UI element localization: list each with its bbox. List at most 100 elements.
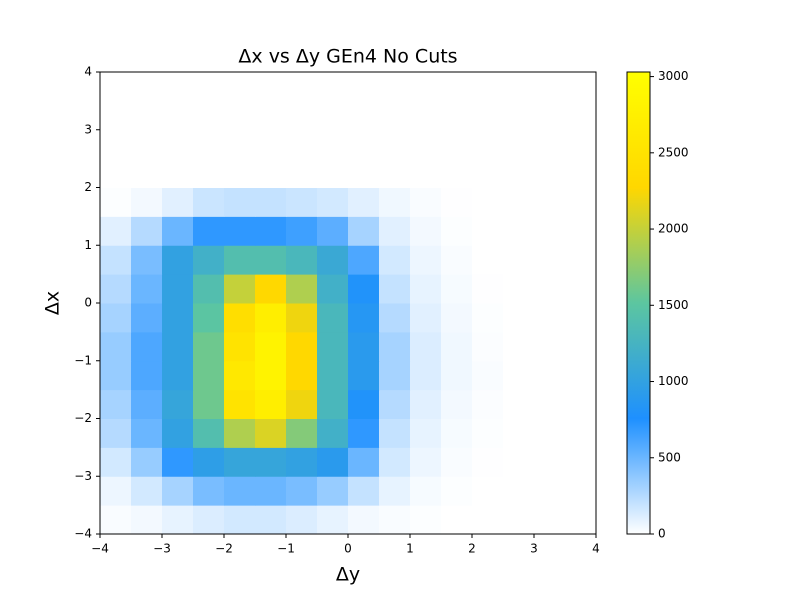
heat-cell (472, 100, 504, 131)
heat-cell (503, 505, 535, 535)
heat-cell (162, 505, 194, 535)
heat-cell (131, 245, 163, 275)
y-tick-label: 0 (84, 296, 92, 310)
heat-cell (317, 274, 349, 304)
heat-cell (193, 129, 225, 160)
heat-cell (441, 158, 473, 188)
heat-cell (162, 187, 194, 217)
heat-cell (565, 447, 597, 477)
heat-cell (379, 303, 411, 333)
chart-title: Δx vs Δy GEn4 No Cuts (238, 46, 457, 68)
heat-cell (565, 303, 597, 333)
heat-cell (379, 245, 411, 275)
heat-cell (472, 72, 504, 102)
heat-cell (379, 129, 411, 160)
heat-cell (255, 274, 287, 304)
heat-cell (255, 72, 287, 102)
heat-cell (503, 476, 535, 506)
heat-cell (410, 303, 442, 333)
heat-cell (286, 389, 318, 419)
heat-cell (379, 418, 411, 448)
colorbar-tick-label: 2000 (658, 222, 689, 236)
heat-cell (534, 187, 566, 217)
heat-cell (503, 447, 535, 477)
heat-cell (441, 274, 473, 304)
heat-cell (131, 274, 163, 304)
x-tick-label: 4 (592, 542, 600, 556)
heat-cell (534, 216, 566, 246)
heat-cell (565, 216, 597, 246)
heat-cell (410, 216, 442, 246)
heat-cell (348, 331, 380, 362)
heat-cell (472, 129, 504, 160)
heat-cell (100, 245, 132, 275)
heat-cell (131, 476, 163, 506)
heat-cell (100, 476, 132, 506)
heat-cell (317, 505, 349, 535)
heat-cell (379, 100, 411, 131)
heat-cell (286, 418, 318, 448)
y-tick-label: −4 (74, 527, 92, 541)
heat-cell (224, 303, 256, 333)
heat-cell (193, 100, 225, 131)
colorbar-tick-label: 0 (658, 527, 666, 541)
heat-cell (286, 447, 318, 477)
heat-cell (162, 216, 194, 246)
x-tick-label: 2 (468, 542, 476, 556)
heat-cell (410, 505, 442, 535)
heat-cell (441, 505, 473, 535)
heat-cell (441, 389, 473, 419)
heat-cell (441, 72, 473, 102)
heat-cell (193, 447, 225, 477)
heat-cell (410, 476, 442, 506)
heat-cell (410, 418, 442, 448)
heat-cell (131, 303, 163, 333)
heat-cell (379, 72, 411, 102)
y-tick-label: 3 (84, 122, 92, 136)
heat-cell (348, 389, 380, 419)
heat-cell (193, 187, 225, 217)
heat-cell (441, 303, 473, 333)
heat-cell (255, 505, 287, 535)
heat-cell (131, 187, 163, 217)
heat-cell (131, 158, 163, 188)
heat-cell (379, 389, 411, 419)
y-tick-label: 4 (84, 65, 92, 79)
y-axis-label: Δx (42, 291, 64, 315)
colorbar-tick-label: 1000 (658, 374, 689, 388)
colorbar (626, 71, 651, 535)
heat-cell (348, 100, 380, 131)
heat-cell (162, 158, 194, 188)
heat-cell (286, 129, 318, 160)
heat-cell (534, 274, 566, 304)
heat-cell (193, 216, 225, 246)
heat-cell (131, 100, 163, 131)
heat-cell (131, 72, 163, 102)
heat-cell (224, 360, 256, 391)
heat-cell (379, 447, 411, 477)
heat-cell (224, 187, 256, 217)
heat-cell (100, 360, 132, 391)
heat-cell (317, 216, 349, 246)
heat-cell (503, 216, 535, 246)
heat-cell (255, 476, 287, 506)
heat-cell (503, 72, 535, 102)
heat-cell (348, 274, 380, 304)
y-tick-label: 1 (84, 238, 92, 252)
heat-cell (565, 245, 597, 275)
heat-cell (193, 72, 225, 102)
heat-cell (534, 360, 566, 391)
x-tick-label: −4 (91, 542, 109, 556)
heat-cell (255, 331, 287, 362)
heat-cell (441, 447, 473, 477)
heat-cell (441, 476, 473, 506)
heat-cell (255, 158, 287, 188)
heat-cell (131, 216, 163, 246)
heat-cell (255, 360, 287, 391)
heat-cell (100, 418, 132, 448)
heat-cell (472, 418, 504, 448)
x-tick-label: −1 (277, 542, 295, 556)
heat-cell (348, 187, 380, 217)
heat-cell (193, 303, 225, 333)
heat-cell (255, 216, 287, 246)
